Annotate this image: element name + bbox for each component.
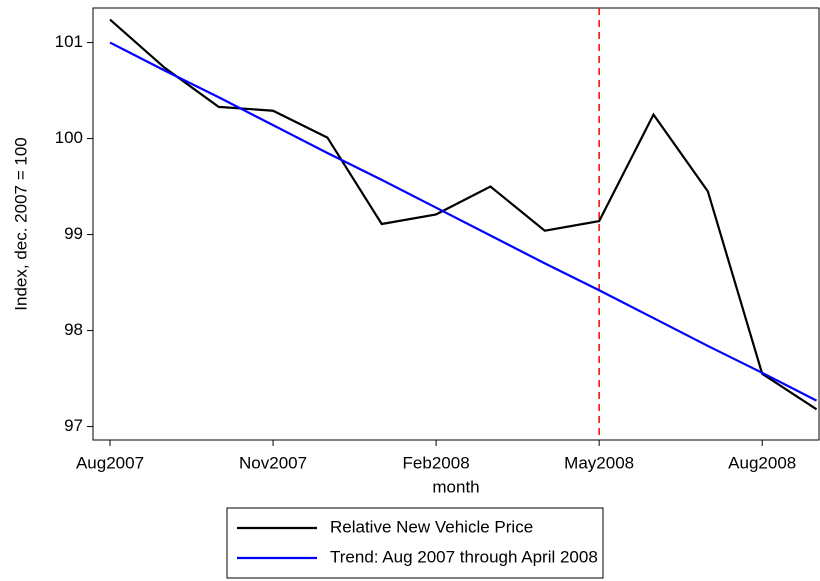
x-tick-label: Nov2007 bbox=[239, 453, 307, 472]
x-tick-label: Aug2007 bbox=[76, 453, 144, 472]
plot-frame bbox=[92, 7, 820, 441]
y-tick-label: 101 bbox=[55, 32, 83, 51]
series-line bbox=[109, 41, 818, 402]
y-tick-label: 97 bbox=[64, 416, 83, 435]
x-axis-label: month bbox=[432, 477, 479, 496]
x-tick-label: Aug2008 bbox=[728, 453, 796, 472]
legend-label: Trend: Aug 2007 through April 2008 bbox=[330, 547, 598, 566]
legend-box bbox=[226, 507, 604, 579]
x-tick-label: May2008 bbox=[564, 453, 634, 472]
legend-label: Relative New Vehicle Price bbox=[330, 517, 533, 536]
y-tick-label: 99 bbox=[64, 224, 83, 243]
y-tick-label: 98 bbox=[64, 320, 83, 339]
y-tick-label: 100 bbox=[55, 128, 83, 147]
x-tick-label: Feb2008 bbox=[403, 453, 470, 472]
y-axis-label: Index, dec. 2007 = 100 bbox=[11, 137, 30, 310]
series-line bbox=[109, 18, 818, 411]
